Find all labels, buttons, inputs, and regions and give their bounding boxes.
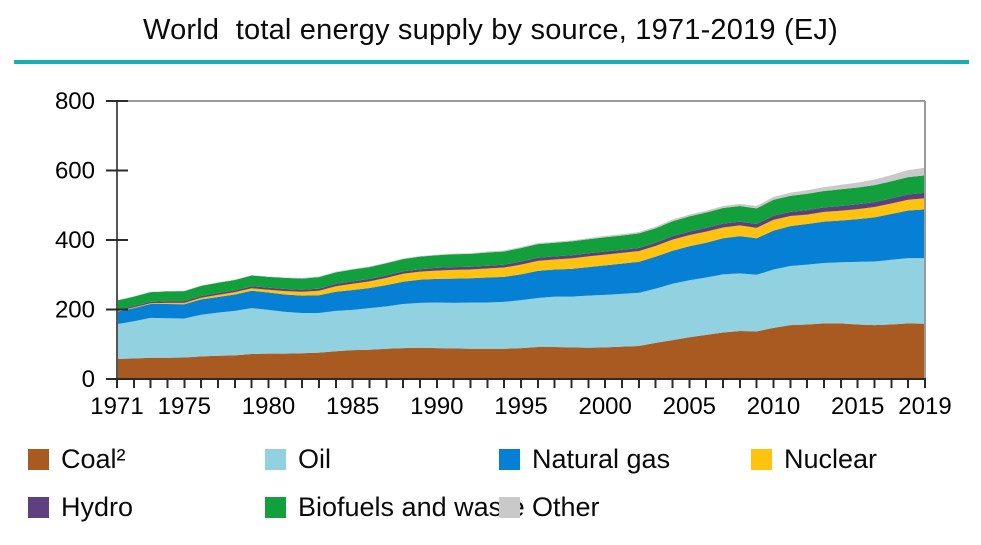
area-series-natural-gas bbox=[117, 209, 925, 325]
legend-swatch-other bbox=[499, 496, 520, 518]
x-tick-label: 2019 bbox=[898, 393, 951, 420]
legend-label-other: Other bbox=[532, 492, 600, 522]
y-axis-ticks: 0 200 400 600 800 bbox=[55, 88, 128, 393]
legend-swatch-hydro bbox=[28, 496, 49, 518]
x-tick-label: 2015 bbox=[831, 393, 884, 420]
x-tick-label: 1985 bbox=[326, 393, 379, 420]
legend-item-natural-gas[interactable]: Natural gas bbox=[499, 438, 670, 480]
x-tick-label: 1971 bbox=[90, 393, 143, 420]
legend-item-biofuels-and-waste[interactable]: Biofuels and waste bbox=[265, 486, 525, 528]
chart-legend: Coal² Oil Natural gas Nuclear Hydro bbox=[0, 432, 981, 545]
x-axis-ticks: 1971 1975 1980 1985 1990 1995 2000 2005 2010 2015… bbox=[90, 379, 952, 420]
legend-row-2: Hydro Biofuels and waste Other bbox=[0, 486, 981, 532]
legend-swatch-nuclear bbox=[751, 448, 772, 470]
x-tick-label: 1990 bbox=[410, 393, 463, 420]
legend-label-oil: Oil bbox=[298, 444, 331, 474]
legend-swatch-biofuels-and-waste bbox=[265, 496, 286, 518]
y-tick-label: 800 bbox=[55, 88, 95, 115]
y-tick-label: 200 bbox=[55, 297, 95, 324]
area-series-oil bbox=[117, 258, 925, 359]
legend-label-hydro: Hydro bbox=[61, 492, 134, 522]
y-tick-label: 400 bbox=[55, 227, 95, 254]
chart-series-group bbox=[117, 167, 925, 379]
legend-item-other[interactable]: Other bbox=[499, 486, 600, 528]
legend-item-coal[interactable]: Coal² bbox=[28, 438, 126, 480]
area-series-biofuels-and-waste bbox=[117, 175, 925, 310]
legend-swatch-coal bbox=[28, 448, 49, 470]
legend-item-hydro[interactable]: Hydro bbox=[28, 486, 133, 528]
legend-item-oil[interactable]: Oil bbox=[265, 438, 331, 480]
chart-plot-area: 0 200 400 600 800 1971 1975 1980 1985 1990 1995 20… bbox=[0, 68, 981, 428]
legend-swatch-natural-gas bbox=[499, 448, 520, 470]
legend-row-1: Coal² Oil Natural gas Nuclear bbox=[0, 438, 981, 484]
legend-label-natural-gas: Natural gas bbox=[532, 444, 671, 474]
legend-label-nuclear: Nuclear bbox=[784, 444, 878, 474]
legend-label-coal: Coal² bbox=[61, 444, 126, 474]
area-series-nuclear bbox=[117, 198, 925, 312]
x-tick-label: 2000 bbox=[578, 393, 631, 420]
y-tick-label: 600 bbox=[55, 158, 95, 185]
x-tick-label: 1980 bbox=[242, 393, 295, 420]
title-divider bbox=[14, 60, 969, 64]
page-title: World total energy supply by source, 197… bbox=[143, 14, 838, 46]
x-tick-label: 2010 bbox=[747, 393, 800, 420]
x-tick-label: 2005 bbox=[663, 393, 716, 420]
legend-item-nuclear[interactable]: Nuclear bbox=[751, 438, 877, 480]
x-tick-label: 1995 bbox=[494, 393, 547, 420]
legend-label-biofuels-and-waste: Biofuels and waste bbox=[298, 492, 525, 522]
title-block: World total energy supply by source, 197… bbox=[0, 0, 981, 68]
x-tick-label: 1975 bbox=[158, 393, 211, 420]
legend-swatch-oil bbox=[265, 448, 286, 470]
stacked-area-chart: 0 200 400 600 800 1971 1975 1980 1985 1990 1995 20… bbox=[55, 88, 952, 420]
y-tick-label: 0 bbox=[82, 366, 95, 393]
area-series-coal bbox=[117, 323, 925, 379]
